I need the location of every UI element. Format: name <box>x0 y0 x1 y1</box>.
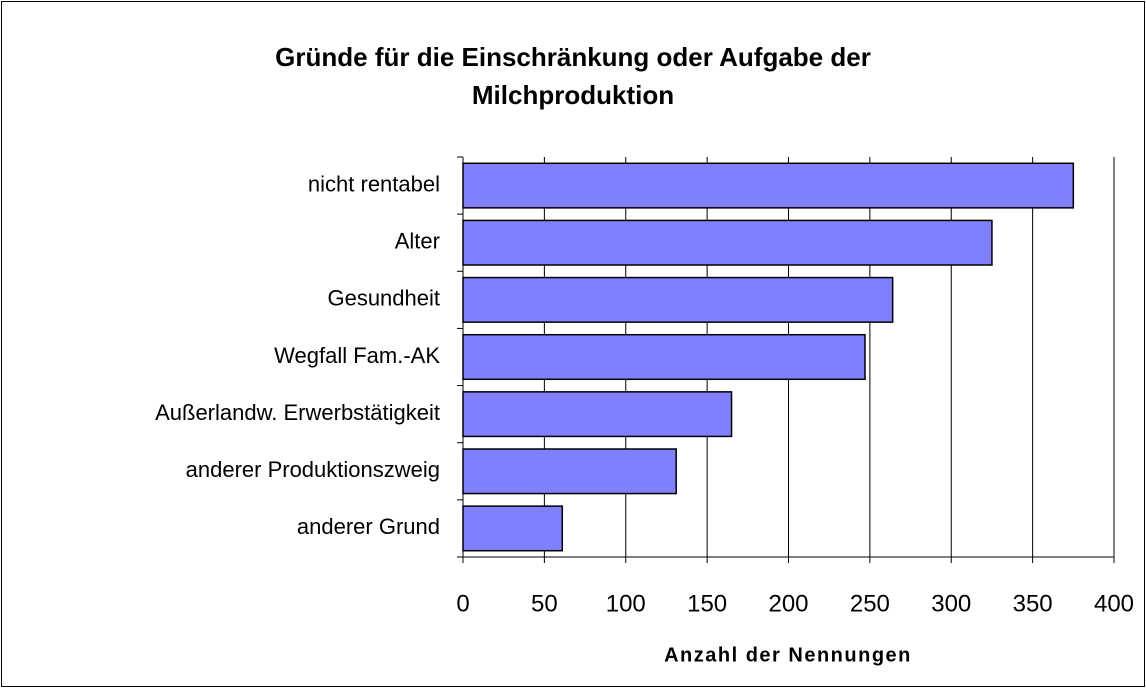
x-tick-label: 400 <box>1094 590 1134 617</box>
x-tick-label: 0 <box>456 590 469 617</box>
y-tick-label: Alter <box>395 229 440 254</box>
y-tick-label: Außerlandw. Erwerbstätigkeit <box>155 400 440 425</box>
chart-title: Gründe für die Einschränkung oder Aufgab… <box>275 42 871 110</box>
x-tick-label: 350 <box>1013 590 1053 617</box>
y-tick-label: anderer Grund <box>297 514 440 539</box>
bar <box>462 333 866 381</box>
bar <box>462 162 1075 209</box>
bar <box>462 505 564 552</box>
x-tick-label: 50 <box>531 590 558 617</box>
bar <box>462 448 677 495</box>
bar <box>462 276 894 323</box>
y-tick-label: anderer Produktionszweig <box>186 457 440 482</box>
y-tick-label: Wegfall Fam.-AK <box>274 343 440 368</box>
x-axis-label: Anzahl der Nennungen <box>664 644 912 666</box>
bar <box>462 219 993 266</box>
x-tick-label: 250 <box>850 590 890 617</box>
y-tick-label: nicht rentabel <box>308 171 440 196</box>
x-tick-label: 100 <box>606 590 646 617</box>
x-tick-label: 200 <box>768 590 808 617</box>
y-tick-label: Gesundheit <box>327 286 440 311</box>
x-tick-label: 300 <box>931 590 971 617</box>
x-tick-label: 150 <box>687 590 727 617</box>
bar <box>462 391 733 438</box>
